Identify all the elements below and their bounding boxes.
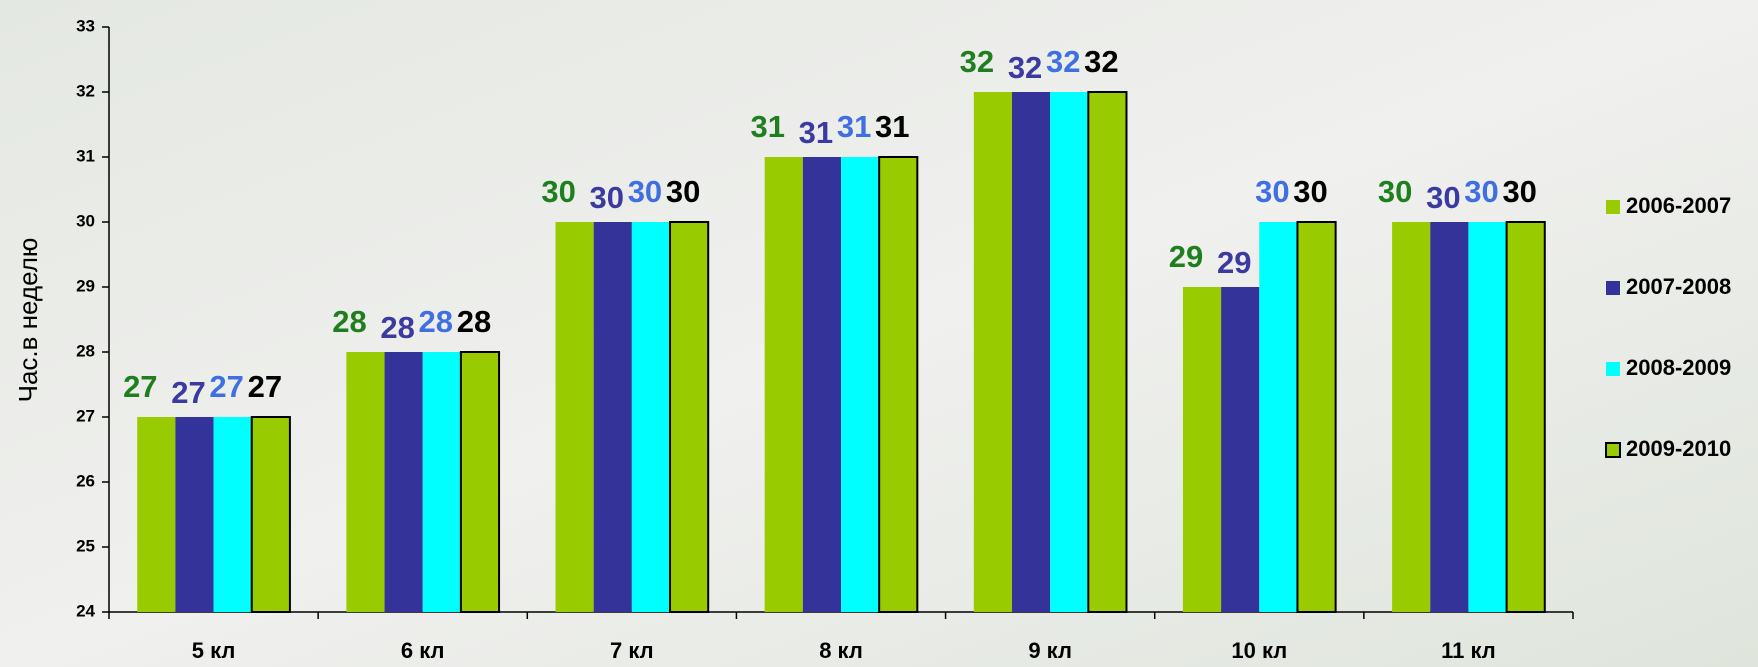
- x-tick-label: 5 кл: [192, 638, 236, 663]
- bar: [1050, 92, 1089, 612]
- bar: [764, 157, 803, 612]
- bar: [175, 417, 214, 612]
- value-label: 32: [1084, 44, 1118, 79]
- bar: [1182, 287, 1222, 612]
- value-label: 28: [380, 310, 414, 345]
- legend-swatch: [1606, 200, 1620, 214]
- y-tick-label: 32: [76, 81, 95, 100]
- value-label: 30: [666, 174, 700, 209]
- value-label: 30: [1502, 174, 1536, 209]
- value-label: 31: [837, 109, 871, 144]
- value-label: 30: [1464, 174, 1498, 209]
- value-label: 30: [1293, 174, 1327, 209]
- bar: [1468, 222, 1507, 612]
- x-tick-label: 6 кл: [401, 638, 445, 663]
- value-label: 31: [751, 109, 785, 144]
- bar: [878, 156, 919, 613]
- bar: [669, 221, 710, 613]
- bar: [973, 92, 1012, 612]
- bar: [384, 352, 423, 612]
- bar: [841, 157, 880, 612]
- y-tick-label: 26: [76, 471, 95, 490]
- value-label: 30: [628, 174, 662, 209]
- value-label: 31: [799, 115, 833, 150]
- x-tick-label: 9 кл: [1028, 638, 1072, 663]
- bar: [422, 352, 461, 612]
- value-label: 30: [1426, 180, 1460, 215]
- y-axis-label: Час.в неделю: [13, 238, 43, 403]
- bar: [250, 416, 291, 613]
- y-tick-label: 28: [76, 341, 95, 360]
- value-label: 30: [590, 180, 624, 215]
- x-tick-label: 10 кл: [1231, 638, 1287, 663]
- bar: [802, 157, 841, 612]
- y-tick-label: 27: [76, 406, 95, 425]
- legend-label: 2008-2009: [1626, 355, 1731, 380]
- bar: [631, 222, 671, 612]
- y-tick-label: 24: [76, 601, 95, 620]
- value-label: 30: [1378, 174, 1412, 209]
- value-label: 27: [248, 369, 282, 404]
- value-label: 28: [457, 304, 491, 339]
- legend-swatch: [1605, 442, 1621, 458]
- legend-swatch: [1606, 362, 1620, 376]
- value-label: 32: [960, 44, 994, 79]
- bar: [459, 351, 501, 613]
- value-label: 31: [875, 109, 909, 144]
- bar: [1221, 287, 1260, 612]
- bar: [1011, 92, 1051, 612]
- value-label: 28: [332, 304, 366, 339]
- bar: [1505, 221, 1546, 613]
- value-label: 27: [209, 369, 243, 404]
- bar: [346, 352, 385, 612]
- bar: [1392, 222, 1431, 612]
- y-tick-label: 30: [76, 211, 95, 230]
- x-tick-label: 7 кл: [610, 638, 654, 663]
- value-label: 27: [171, 375, 205, 410]
- bar: [213, 417, 252, 612]
- bar: [137, 417, 176, 612]
- bar: [593, 222, 632, 612]
- y-tick-label: 29: [76, 276, 95, 295]
- value-label: 32: [1046, 44, 1080, 79]
- bar: [555, 222, 594, 612]
- x-tick-label: 11 кл: [1441, 638, 1496, 663]
- value-label: 30: [1255, 174, 1289, 209]
- bar: [1430, 222, 1469, 612]
- bar: [1259, 222, 1298, 612]
- value-label: 27: [123, 369, 157, 404]
- value-label: 28: [419, 304, 453, 339]
- value-label: 29: [1169, 239, 1203, 274]
- value-label: 32: [1008, 50, 1042, 85]
- bar: [1087, 91, 1128, 613]
- y-tick-label: 31: [76, 146, 95, 165]
- legend-swatch: [1606, 281, 1620, 295]
- x-tick-label: 8 кл: [819, 638, 863, 663]
- legend-label: 2006-2007: [1626, 193, 1731, 218]
- value-label: 29: [1217, 245, 1251, 280]
- legend-label: 2007-2008: [1626, 274, 1731, 299]
- legend-label: 2009-2010: [1626, 436, 1731, 461]
- bar: [1296, 221, 1337, 613]
- value-label: 30: [541, 174, 575, 209]
- y-tick-label: 33: [76, 16, 95, 35]
- y-tick-label: 25: [76, 536, 95, 555]
